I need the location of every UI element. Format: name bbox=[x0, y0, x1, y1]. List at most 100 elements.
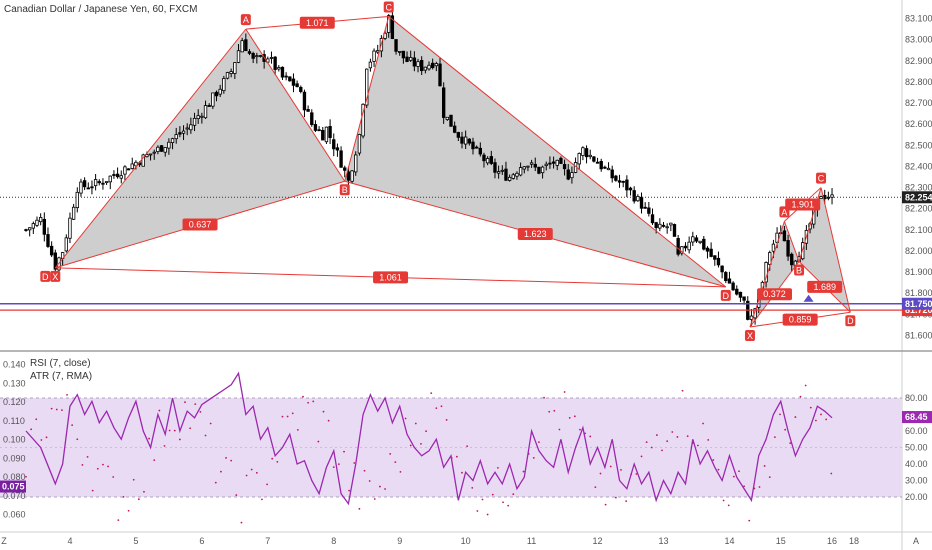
candle-down[interactable] bbox=[90, 186, 94, 189]
candle-up[interactable] bbox=[372, 50, 376, 62]
candle-down[interactable] bbox=[489, 156, 493, 164]
candle-up[interactable] bbox=[211, 92, 215, 107]
candle-down[interactable] bbox=[559, 157, 563, 164]
candle-down[interactable] bbox=[430, 62, 435, 69]
candle-up[interactable] bbox=[354, 154, 358, 173]
candle-up[interactable] bbox=[658, 223, 662, 229]
candle-down[interactable] bbox=[112, 174, 116, 176]
candle-down[interactable] bbox=[683, 245, 688, 249]
candle-down[interactable] bbox=[346, 171, 351, 181]
ratio-tag[interactable] bbox=[517, 228, 553, 241]
candle-up[interactable] bbox=[93, 179, 98, 187]
point-x-tag[interactable] bbox=[744, 329, 755, 341]
point-a-tag[interactable] bbox=[240, 14, 251, 26]
candle-up[interactable] bbox=[134, 161, 138, 167]
ratio-tag[interactable] bbox=[785, 198, 821, 211]
point-c-tag[interactable] bbox=[816, 172, 827, 184]
candle-down[interactable] bbox=[625, 179, 629, 191]
candle-down[interactable] bbox=[632, 190, 636, 202]
candle-down[interactable] bbox=[482, 154, 486, 162]
candle-up[interactable] bbox=[423, 66, 428, 71]
candle-down[interactable] bbox=[467, 138, 472, 144]
candle-down[interactable] bbox=[42, 218, 47, 235]
candle-up[interactable] bbox=[409, 57, 413, 61]
candle-down[interactable] bbox=[709, 248, 713, 257]
candle-up[interactable] bbox=[398, 50, 402, 53]
candle-up[interactable] bbox=[463, 136, 468, 145]
candle-down[interactable] bbox=[702, 238, 706, 250]
candle-down[interactable] bbox=[97, 181, 101, 184]
candle-up[interactable] bbox=[130, 163, 134, 169]
candle-up[interactable] bbox=[108, 175, 112, 183]
candle-down[interactable] bbox=[420, 60, 424, 72]
candle-up[interactable] bbox=[819, 196, 823, 200]
candle-down[interactable] bbox=[82, 180, 87, 188]
candle-down[interactable] bbox=[299, 86, 303, 92]
candle-up[interactable] bbox=[753, 308, 757, 319]
candle-down[interactable] bbox=[548, 162, 552, 165]
ratio-tag[interactable] bbox=[182, 218, 218, 231]
candle-up[interactable] bbox=[691, 236, 695, 243]
candle-down[interactable] bbox=[115, 173, 120, 178]
pattern-2-cd-leg[interactable] bbox=[820, 187, 851, 313]
candle-down[interactable] bbox=[566, 169, 570, 180]
candle-up[interactable] bbox=[145, 154, 149, 158]
candle-up[interactable] bbox=[27, 227, 32, 231]
candle-up[interactable] bbox=[544, 163, 548, 166]
candle-up[interactable] bbox=[698, 240, 702, 243]
candle-down[interactable] bbox=[654, 222, 658, 229]
ratio-tag[interactable] bbox=[757, 288, 793, 301]
candle-down[interactable] bbox=[592, 156, 596, 162]
rsi-line[interactable] bbox=[25, 371, 833, 506]
candle-up[interactable] bbox=[203, 105, 208, 119]
candle-up[interactable] bbox=[636, 196, 640, 202]
pattern-1-xa-leg[interactable] bbox=[54, 28, 247, 269]
candle-down[interactable] bbox=[694, 237, 699, 242]
candle-down[interactable] bbox=[24, 229, 28, 231]
pattern-1-bc-leg[interactable] bbox=[344, 16, 390, 182]
candle-down[interactable] bbox=[412, 57, 417, 67]
candle-down[interactable] bbox=[244, 39, 248, 52]
candle-up[interactable] bbox=[236, 50, 241, 63]
candle-down[interactable] bbox=[306, 109, 310, 112]
candle-up[interactable] bbox=[324, 126, 329, 143]
candle-up[interactable] bbox=[258, 55, 263, 57]
candle-up[interactable] bbox=[277, 67, 281, 70]
candle-up[interactable] bbox=[518, 167, 523, 176]
candle-down[interactable] bbox=[101, 182, 105, 185]
candle-down[interactable] bbox=[474, 146, 479, 149]
candle-down[interactable] bbox=[280, 66, 285, 78]
candle-up[interactable] bbox=[218, 88, 222, 95]
candle-down[interactable] bbox=[390, 15, 395, 39]
candle-down[interactable] bbox=[86, 187, 90, 190]
candle-down[interactable] bbox=[650, 214, 655, 224]
candle-down[interactable] bbox=[584, 148, 589, 158]
candle-down[interactable] bbox=[332, 139, 336, 150]
rsi-value-tag-bg[interactable] bbox=[902, 411, 932, 424]
pattern-2-xa-leg[interactable] bbox=[749, 221, 785, 328]
candle-down[interactable] bbox=[643, 206, 647, 209]
candle-up[interactable] bbox=[445, 116, 450, 120]
candle-up[interactable] bbox=[606, 167, 611, 171]
candle-down[interactable] bbox=[533, 163, 537, 168]
candle-up[interactable] bbox=[540, 166, 545, 174]
candle-down[interactable] bbox=[284, 75, 288, 78]
candle-down[interactable] bbox=[735, 288, 739, 295]
candle-down[interactable] bbox=[310, 112, 314, 125]
candle-up[interactable] bbox=[181, 130, 186, 134]
candle-up[interactable] bbox=[581, 147, 585, 156]
ratio-tag[interactable] bbox=[782, 313, 818, 326]
candle-up[interactable] bbox=[496, 171, 501, 174]
candle-up[interactable] bbox=[522, 166, 526, 170]
ratio-tag[interactable] bbox=[807, 280, 843, 293]
candle-up[interactable] bbox=[233, 62, 237, 74]
candle-up[interactable] bbox=[185, 127, 189, 130]
candle-down[interactable] bbox=[537, 166, 541, 174]
candle-down[interactable] bbox=[456, 132, 461, 138]
candle-up[interactable] bbox=[170, 138, 175, 143]
candle-down[interactable] bbox=[126, 168, 131, 171]
candle-up[interactable] bbox=[141, 154, 145, 167]
pattern-1-ab-leg[interactable] bbox=[245, 28, 346, 182]
candle-up[interactable] bbox=[68, 217, 72, 239]
